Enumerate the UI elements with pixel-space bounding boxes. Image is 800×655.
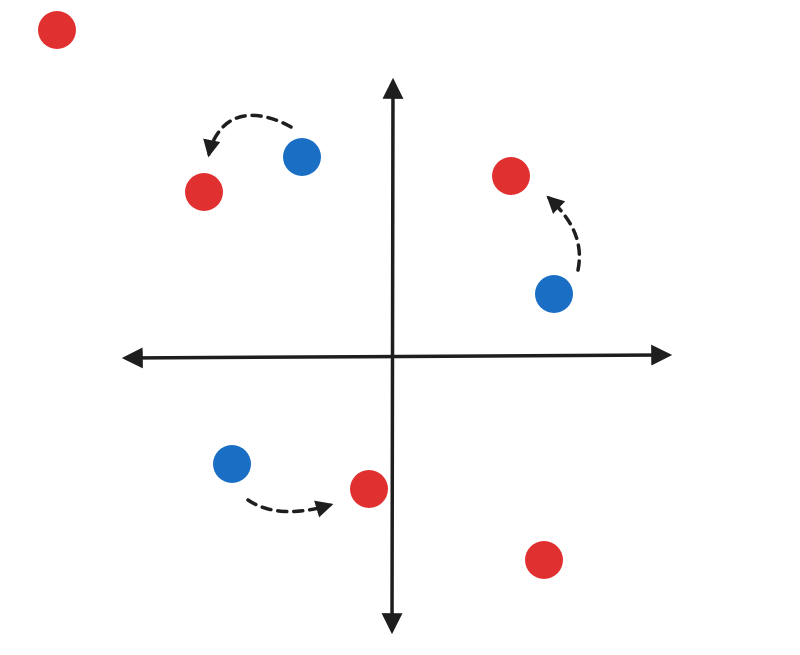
rotation-arrow bbox=[246, 498, 334, 518]
rotation-arrow bbox=[546, 195, 582, 272]
red-point bbox=[38, 11, 76, 49]
blue-point bbox=[535, 275, 573, 313]
blue-point bbox=[283, 138, 321, 176]
rotation-arrow bbox=[203, 113, 293, 158]
red-point bbox=[492, 157, 530, 195]
blue-point bbox=[213, 445, 251, 483]
x-axis bbox=[121, 344, 673, 369]
red-point bbox=[185, 173, 223, 211]
red-point bbox=[525, 541, 563, 579]
red-point bbox=[350, 470, 388, 508]
